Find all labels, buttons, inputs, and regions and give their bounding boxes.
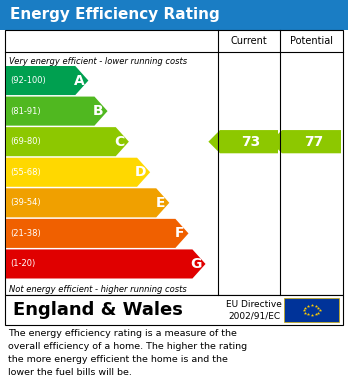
Text: (55-68): (55-68) bbox=[10, 168, 41, 177]
Polygon shape bbox=[270, 130, 341, 153]
Text: (81-91): (81-91) bbox=[10, 107, 41, 116]
Bar bbox=[5, 30, 343, 295]
Text: The energy efficiency rating is a measure of the
overall efficiency of a home. T: The energy efficiency rating is a measur… bbox=[8, 329, 247, 377]
Bar bbox=[0, 0, 348, 30]
Text: Very energy efficient - lower running costs: Very energy efficient - lower running co… bbox=[9, 57, 187, 66]
Text: (92-100): (92-100) bbox=[10, 76, 46, 85]
Polygon shape bbox=[6, 127, 129, 156]
Text: 77: 77 bbox=[304, 135, 323, 149]
Polygon shape bbox=[6, 66, 88, 95]
Text: Not energy efficient - higher running costs: Not energy efficient - higher running co… bbox=[9, 285, 187, 294]
Polygon shape bbox=[6, 249, 206, 278]
Bar bbox=[284, 298, 339, 322]
Polygon shape bbox=[6, 158, 150, 187]
Text: EU Directive
2002/91/EC: EU Directive 2002/91/EC bbox=[226, 300, 282, 320]
Text: F: F bbox=[175, 226, 184, 240]
Text: A: A bbox=[74, 74, 85, 88]
Text: Energy Efficiency Rating: Energy Efficiency Rating bbox=[10, 7, 220, 23]
Text: C: C bbox=[114, 135, 125, 149]
Text: D: D bbox=[135, 165, 147, 179]
Text: G: G bbox=[191, 257, 202, 271]
Text: England & Wales: England & Wales bbox=[13, 301, 183, 319]
Text: (39-54): (39-54) bbox=[10, 198, 41, 207]
Text: B: B bbox=[93, 104, 104, 118]
Bar bbox=[5, 295, 343, 325]
Polygon shape bbox=[208, 130, 278, 153]
Text: Potential: Potential bbox=[290, 36, 333, 46]
Text: (21-38): (21-38) bbox=[10, 229, 41, 238]
Text: Current: Current bbox=[231, 36, 267, 46]
Polygon shape bbox=[6, 97, 108, 126]
Polygon shape bbox=[6, 188, 169, 217]
Text: E: E bbox=[156, 196, 165, 210]
Text: 73: 73 bbox=[242, 135, 261, 149]
Polygon shape bbox=[6, 219, 189, 248]
Text: (1-20): (1-20) bbox=[10, 260, 35, 269]
Text: (69-80): (69-80) bbox=[10, 137, 41, 146]
